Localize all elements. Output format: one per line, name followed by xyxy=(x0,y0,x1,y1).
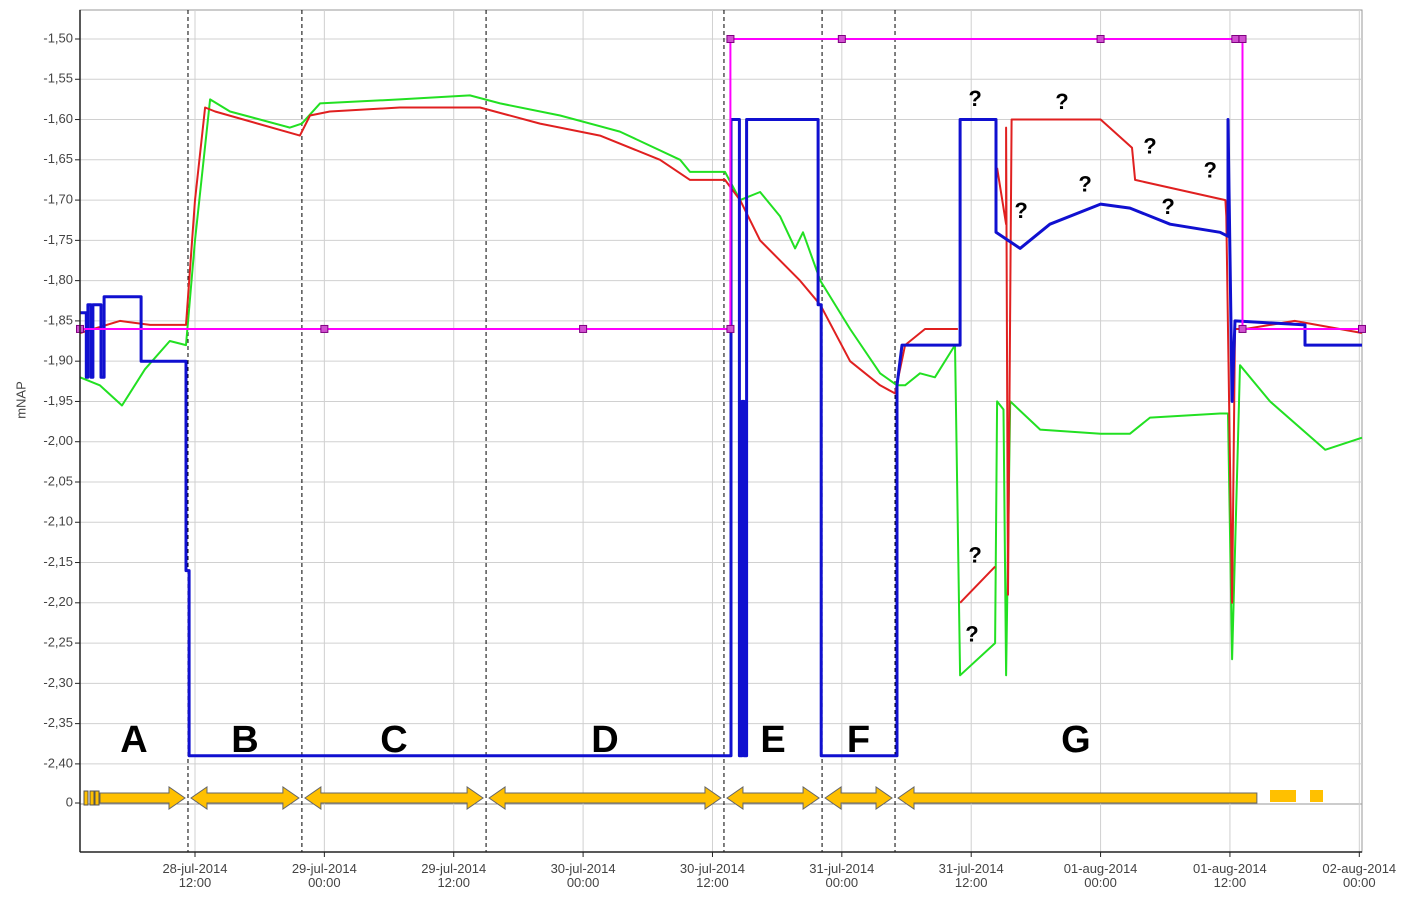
timeline-block xyxy=(94,790,100,806)
series-marker xyxy=(1231,34,1240,43)
x-tick-label: 30-jul-2014 00:00 xyxy=(550,861,616,890)
y-tick-label: -1,70 xyxy=(43,192,73,207)
y-tick-label: -1,50 xyxy=(43,30,73,45)
plot-area xyxy=(79,9,1363,853)
annotation: ? xyxy=(1078,171,1091,196)
annotation: ? xyxy=(1014,198,1027,223)
x-tick-label: 29-jul-2014 00:00 xyxy=(291,861,357,890)
series-marker xyxy=(1096,34,1105,43)
y-tick-label: -2,40 xyxy=(43,755,73,770)
x-tick-label: 02-aug-2014 00:00 xyxy=(1322,861,1397,890)
y-tick-label: -1,60 xyxy=(43,111,73,126)
x-tick-label: 29-jul-2014 12:00 xyxy=(421,861,487,890)
y-tick-label: -2,30 xyxy=(43,675,73,690)
phase-label: C xyxy=(380,719,407,761)
y-tick-label: -1,95 xyxy=(43,393,73,408)
y-tick-label: -1,85 xyxy=(43,312,73,327)
phase-label: E xyxy=(760,719,785,761)
series-marker xyxy=(837,34,846,43)
y-tick-label: -1,75 xyxy=(43,232,73,247)
y-tick-label: -1,80 xyxy=(43,272,73,287)
phase-arrow xyxy=(304,786,484,810)
phase-label: B xyxy=(231,719,258,761)
y-tick-label: -2,35 xyxy=(43,715,73,730)
annotation: ? xyxy=(968,543,981,568)
y-tick-label: -1,90 xyxy=(43,353,73,368)
annotation: ? xyxy=(965,622,978,647)
x-tick-label: 28-jul-2014 12:00 xyxy=(162,861,228,890)
x-tick-label: 31-jul-2014 00:00 xyxy=(809,861,875,890)
x-tick-label: 01-aug-2014 00:00 xyxy=(1063,861,1138,890)
y-tick-label: -2,10 xyxy=(43,514,73,529)
annotation: ? xyxy=(1161,194,1174,219)
y-axis-label: mNAP xyxy=(13,381,28,419)
y-tick-label: -2,15 xyxy=(43,554,73,569)
timeline-block xyxy=(89,790,95,806)
phase-label: A xyxy=(120,719,147,761)
series-marker xyxy=(579,324,588,333)
y-tick-label: -1,55 xyxy=(43,71,73,86)
timeline-block xyxy=(1310,790,1323,802)
annotation: ? xyxy=(1055,89,1068,114)
timeline-block xyxy=(83,790,89,806)
annotation: ? xyxy=(968,86,981,111)
series-marker xyxy=(1358,324,1366,333)
timeline-tick-label: 0 xyxy=(66,794,73,809)
y-tick-label: -2,00 xyxy=(43,433,73,448)
phase-arrow xyxy=(726,786,820,810)
y-tick-label: -2,20 xyxy=(43,594,73,609)
annotation: ? xyxy=(1203,158,1216,183)
x-tick-label: 30-jul-2014 12:00 xyxy=(679,861,745,890)
y-tick-label: -1,65 xyxy=(43,151,73,166)
series-marker xyxy=(320,324,329,333)
phase-label: F xyxy=(847,719,870,761)
y-tick-label: -2,05 xyxy=(43,473,73,488)
phase-label: D xyxy=(591,719,618,761)
phase-arrow xyxy=(488,786,722,810)
series-line xyxy=(79,94,1363,677)
x-tick-label: 01-aug-2014 12:00 xyxy=(1193,861,1267,890)
phase-arrow xyxy=(897,786,1258,810)
x-tick-label: 31-jul-2014 12:00 xyxy=(938,861,1004,890)
y-tick-label: -2,25 xyxy=(43,635,73,650)
timeline-block xyxy=(1270,790,1296,802)
series-marker xyxy=(726,324,735,333)
phase-label: G xyxy=(1061,719,1091,761)
series-line xyxy=(80,118,1362,758)
series-marker xyxy=(1238,324,1247,333)
series-marker xyxy=(726,34,735,43)
phase-arrow xyxy=(824,786,893,810)
annotation: ? xyxy=(1143,134,1156,159)
phase-arrow xyxy=(190,786,300,810)
series-marker xyxy=(1238,34,1247,43)
phase-arrow xyxy=(99,786,186,810)
